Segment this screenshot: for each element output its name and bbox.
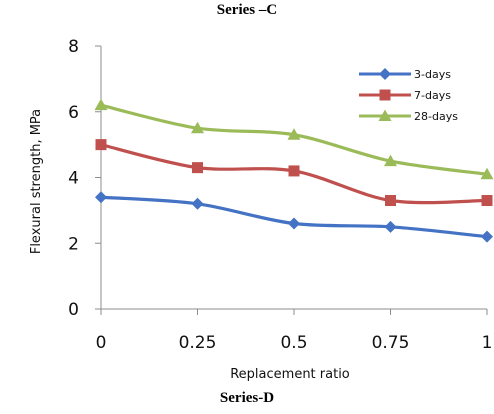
y-tick-label: 0 [68,300,79,320]
legend-label: 28-days [414,110,458,123]
legend-item: 3-days [359,68,451,81]
series-7-days [95,139,493,207]
x-axis-ticks: 0 0.25 0.5 0.75 1 [96,309,493,353]
legend: 3-days 7-days 28-days [359,68,458,123]
data-point [95,191,107,204]
data-point [287,128,301,140]
x-axis-label: Replacement ratio [230,367,350,382]
series-lines [94,98,494,243]
y-tick-label: 6 [68,103,79,123]
data-point [481,195,493,207]
data-point [480,167,494,180]
legend-label: 3-days [414,68,451,81]
legend-item: 28-days [359,109,458,123]
x-tick-label: 0.25 [179,333,217,353]
x-tick-label: 0.75 [372,333,410,353]
data-point [384,220,397,233]
data-point [192,162,203,174]
legend-marker [378,109,392,121]
data-point [95,139,107,151]
x-tick-label: 0.5 [280,333,307,353]
data-point [385,195,396,207]
chart-caption-bottom: Series-D [219,390,275,406]
data-point [288,217,300,230]
series-3-days [95,191,493,243]
data-point [288,165,300,177]
series-28-days [94,98,494,180]
legend-marker [379,68,391,80]
data-point [481,230,493,243]
axes [100,46,487,310]
x-tick-label: 1 [482,333,493,353]
x-tick-label: 0 [96,333,107,353]
y-axis-ticks: 0 2 4 6 8 [68,37,101,320]
y-tick-label: 8 [68,37,79,57]
y-tick-label: 2 [68,234,79,254]
data-point [191,197,204,210]
y-tick-label: 4 [68,169,79,189]
legend-item: 7-days [359,89,451,102]
data-point [384,154,397,167]
data-point [94,98,108,111]
data-point [191,121,204,134]
legend-label: 7-days [414,89,451,102]
legend-marker [379,89,391,101]
chart-caption-top: Series –C [216,2,278,18]
y-axis-label: Flexural strength, MPa [29,109,44,254]
